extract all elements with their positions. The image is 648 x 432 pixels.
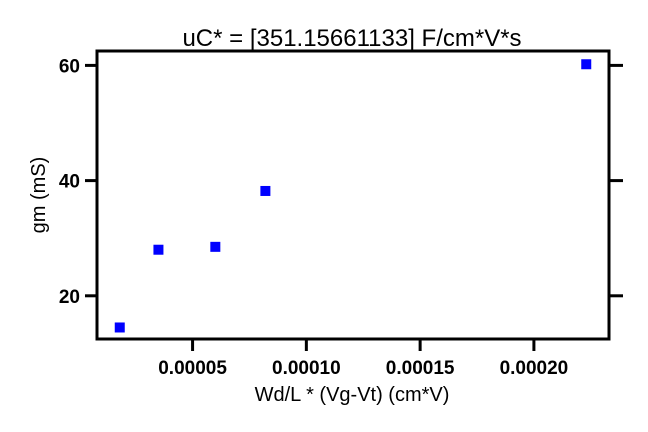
data-points — [114, 59, 592, 333]
x-tick-label: 0.00010 — [272, 358, 341, 379]
x-axis-ticks: 0.00005 0.00010 0.00015 0.00020 — [158, 339, 568, 379]
x-tick-label: 0.00015 — [386, 358, 455, 379]
plot-frame — [95, 49, 611, 341]
data-point — [114, 322, 125, 333]
data-point — [153, 244, 164, 255]
x-tick-label: 0.00005 — [158, 358, 227, 379]
y-tick-label: 40 — [59, 172, 80, 193]
y-axis-label: gm (mS) — [28, 157, 50, 234]
y-tick-label: 60 — [59, 56, 80, 77]
chart-title: uC* = [351.15661133] F/cm*V*s — [182, 25, 521, 52]
y-axis-ticks: 20 40 60 — [59, 56, 623, 308]
y-tick-label: 20 — [59, 287, 80, 308]
data-point — [581, 59, 592, 70]
data-point — [210, 241, 221, 252]
x-tick-label: 0.00020 — [500, 358, 569, 379]
data-point — [260, 185, 271, 196]
x-axis-label: Wd/L * (Vg-Vt) (cm*V) — [255, 384, 450, 406]
